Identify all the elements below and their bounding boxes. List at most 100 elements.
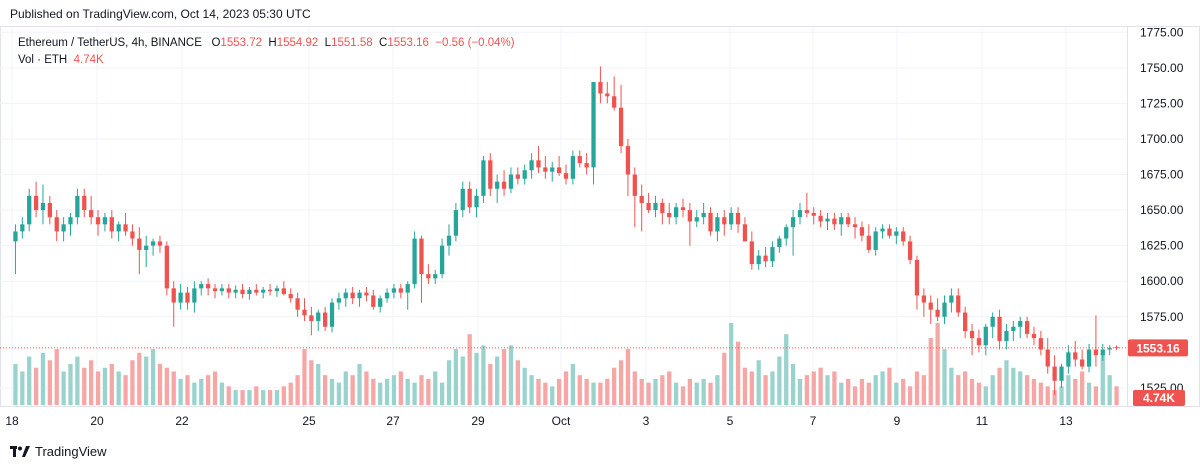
candle-body <box>309 315 314 322</box>
volume-legend-row: Vol · ETH 4.74K <box>18 52 515 69</box>
candle <box>33 181 39 218</box>
candle <box>357 289 362 307</box>
candle <box>797 202 803 225</box>
candle <box>749 231 754 270</box>
volume-bar <box>901 378 906 405</box>
candle-body <box>412 238 417 285</box>
candle <box>453 202 459 242</box>
volume-bar <box>20 371 25 405</box>
volume-bar <box>522 367 527 405</box>
candle-body <box>1004 331 1009 341</box>
volume-bar <box>144 356 149 405</box>
candle-body <box>591 82 596 168</box>
candle <box>1018 316 1023 339</box>
candle-body <box>756 255 761 265</box>
volume-bar <box>694 382 699 405</box>
volume-bar <box>240 390 245 405</box>
candle-body <box>1045 349 1050 367</box>
candle-body <box>673 207 679 218</box>
candle <box>556 156 562 176</box>
volume-bar <box>453 349 459 405</box>
candle <box>1073 340 1078 367</box>
candle <box>680 198 686 218</box>
candle <box>27 188 32 232</box>
candle-body <box>481 160 486 196</box>
volume-bar <box>1073 378 1078 405</box>
volume-bar <box>632 371 637 405</box>
volume-bar <box>1093 386 1099 405</box>
candle-body <box>653 202 658 211</box>
candle-body <box>529 160 534 171</box>
candle <box>144 235 149 268</box>
volume-bar <box>880 371 885 405</box>
candle <box>350 286 355 304</box>
candle-body <box>797 210 803 218</box>
candle-body <box>316 312 321 322</box>
volume-bar <box>384 378 390 405</box>
volume-bar <box>27 356 32 405</box>
tradingview-brand[interactable]: TradingView <box>10 444 107 459</box>
candle-body <box>61 224 66 232</box>
volume-bar <box>164 367 169 405</box>
volume-bar <box>735 341 741 405</box>
volume-bar <box>1031 378 1037 405</box>
candle <box>591 82 596 185</box>
volume-bar <box>247 390 252 405</box>
volume-bar <box>770 371 775 405</box>
time-tick-label: 13 <box>1059 414 1073 428</box>
axis-tags: 1553.16 4.74K <box>1128 339 1188 406</box>
candle-body <box>398 288 403 293</box>
candle-body <box>852 224 858 228</box>
volume-bar <box>212 371 218 405</box>
candle-body <box>20 224 25 232</box>
volume-bar <box>852 386 858 405</box>
candle <box>460 181 465 218</box>
volume-bar <box>68 364 73 405</box>
candle <box>784 224 789 246</box>
candle-body <box>818 215 823 222</box>
volume-bar <box>722 352 727 405</box>
candle-body <box>336 298 342 303</box>
candle <box>1004 323 1009 350</box>
candle-body <box>1086 349 1092 367</box>
candle-body <box>887 228 892 236</box>
price-axis[interactable]: 1775.00 1750.00 1725.00 1700.00 1675.00 1650.… <box>1140 25 1184 395</box>
time-axis[interactable]: 18 20 22 25 27 29 Oct 3 5 7 9 11 13 <box>5 414 1073 428</box>
candle-body <box>625 146 631 175</box>
symbol-label[interactable]: Ethereum / TetherUS, 4h, BINANCE <box>18 37 202 49</box>
candle-body <box>825 218 830 222</box>
candle-body <box>102 217 108 225</box>
candle <box>192 281 197 313</box>
published-header: Published on TradingView.com, Oct 14, 20… <box>10 7 311 21</box>
candle-body <box>116 224 121 232</box>
candle-body <box>164 245 169 289</box>
candle-layer <box>13 66 1119 396</box>
volume-label[interactable]: Vol · ETH <box>18 54 68 66</box>
volume-bar <box>956 375 961 405</box>
candle-body <box>47 202 52 218</box>
candle-body <box>949 295 954 303</box>
candle-body <box>894 231 899 236</box>
candle-body <box>247 289 252 295</box>
candle-body <box>639 195 644 203</box>
volume-bar <box>467 334 472 405</box>
volume-tag-label: 4.74K <box>1143 391 1175 405</box>
volume-bar <box>199 378 204 405</box>
candle <box>481 156 486 203</box>
volume-value: 4.74K <box>73 54 104 66</box>
volume-bar <box>1004 360 1009 405</box>
volume-bar <box>556 378 562 405</box>
volume-bar <box>316 364 321 405</box>
candle-body <box>742 224 748 242</box>
volume-bar <box>749 371 754 405</box>
candle-body <box>433 274 438 279</box>
volume-bar <box>832 371 837 405</box>
volume-bar <box>563 371 569 405</box>
volume-bar <box>825 375 830 405</box>
candle-body <box>178 292 183 303</box>
volume-bar <box>412 382 417 405</box>
candle-body <box>577 156 582 164</box>
candle-body <box>474 195 479 208</box>
time-tick-label: 3 <box>643 414 650 428</box>
